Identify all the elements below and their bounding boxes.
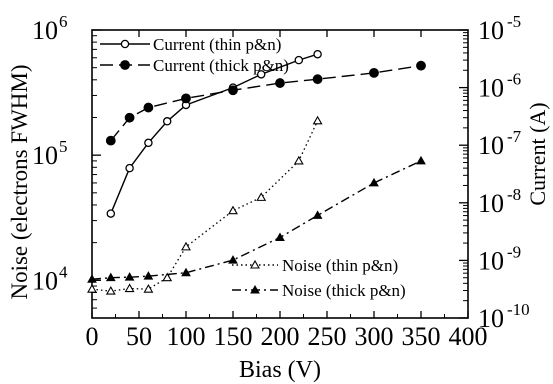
y2-tick-exponent: -8 <box>507 185 521 204</box>
data-point <box>105 286 116 295</box>
data-point <box>294 55 304 65</box>
data-point <box>312 115 323 125</box>
data-point <box>181 241 191 251</box>
x-tick-label: 350 <box>402 322 441 351</box>
x-tick-label: 300 <box>355 322 394 351</box>
data-point <box>256 192 267 201</box>
y-tick-label: 10 <box>32 16 58 45</box>
y-tick-exponent: 4 <box>59 262 68 281</box>
data-point <box>124 283 135 293</box>
y-axis-title: Noise (electrons FWHM) <box>7 64 32 299</box>
data-point <box>87 274 97 283</box>
legend-item: Noise (thin p&n) <box>232 256 398 275</box>
legend-marker <box>120 60 130 70</box>
y-tick-label: 10 <box>32 266 58 295</box>
y2-tick-exponent: -5 <box>507 12 521 31</box>
tick-marks <box>91 29 469 319</box>
y2-tick-label: 10 <box>478 304 504 333</box>
legend-label: Current (thick p&n) <box>153 56 289 75</box>
legend-marker <box>120 39 130 49</box>
data-point <box>143 102 154 113</box>
legend-label: Noise (thick p&n) <box>282 281 406 300</box>
data-point <box>416 60 426 71</box>
data-point <box>275 78 285 88</box>
data-point <box>143 284 154 293</box>
data-point <box>162 272 173 282</box>
series-3 <box>87 155 426 283</box>
data-point <box>416 155 426 165</box>
x-tick-label: 50 <box>126 322 152 351</box>
data-point <box>105 135 116 146</box>
data-point <box>162 117 172 126</box>
data-point <box>312 74 323 85</box>
x-tick-label: 200 <box>261 322 300 351</box>
data-point <box>228 205 238 215</box>
y-tick-label: 10 <box>32 141 58 170</box>
y2-tick-label: 10 <box>478 74 504 103</box>
data-point <box>87 284 97 293</box>
x-tick-label: 400 <box>449 322 488 351</box>
data-point <box>256 70 266 79</box>
data-point <box>312 210 323 219</box>
legend: Current (thin p&n) Current (thick p&n) Noi… <box>100 35 406 300</box>
series-0 <box>106 49 322 218</box>
data-point <box>124 112 135 123</box>
y2-axis-title: Current (A) <box>525 102 550 205</box>
data-point <box>228 255 238 264</box>
data-point <box>106 209 116 218</box>
legend-marker <box>250 259 260 269</box>
series-1 <box>105 60 426 146</box>
x-tick-label: 100 <box>167 322 206 351</box>
data-point <box>369 67 379 78</box>
y2-tick-exponent: -9 <box>507 242 521 261</box>
legend-item: Current (thick p&n) <box>100 56 289 75</box>
data-point <box>105 272 116 282</box>
legend-label: Noise (thin p&n) <box>282 256 398 275</box>
data-point <box>313 49 322 59</box>
y2-tick-label: 10 <box>478 131 504 160</box>
data-point <box>124 272 135 281</box>
y2-tick-exponent: -6 <box>507 70 521 89</box>
series-layer <box>87 49 426 295</box>
series-2 <box>87 115 323 295</box>
y2-tick-label: 10 <box>478 246 504 275</box>
x-axis-title: Bias (V) <box>239 357 321 383</box>
y2-tick-exponent: -7 <box>507 127 522 146</box>
y-tick-exponent: 6 <box>59 12 68 31</box>
data-point <box>275 232 285 241</box>
y2-tick-exponent: -10 <box>507 300 530 319</box>
legend-marker <box>250 284 260 294</box>
data-point <box>181 267 191 277</box>
data-point <box>228 85 238 96</box>
y2-tick-label: 10 <box>478 16 504 45</box>
series-line <box>91 160 422 280</box>
data-point <box>144 138 153 148</box>
data-point <box>181 93 191 104</box>
legend-label: Current (thin p&n) <box>153 35 281 54</box>
x-tick-label: 150 <box>214 322 253 351</box>
legend-item: Noise (thick p&n) <box>232 281 406 300</box>
x-tick-label: 0 <box>86 322 99 351</box>
y-tick-exponent: 5 <box>59 137 68 156</box>
data-point <box>369 177 379 187</box>
x-tick-label: 250 <box>308 322 347 351</box>
y2-tick-label: 10 <box>478 189 504 218</box>
data-point <box>293 155 304 165</box>
series-line <box>91 120 319 292</box>
data-point <box>143 271 154 280</box>
data-point <box>125 163 134 173</box>
legend-item: Current (thin p&n) <box>100 35 281 54</box>
